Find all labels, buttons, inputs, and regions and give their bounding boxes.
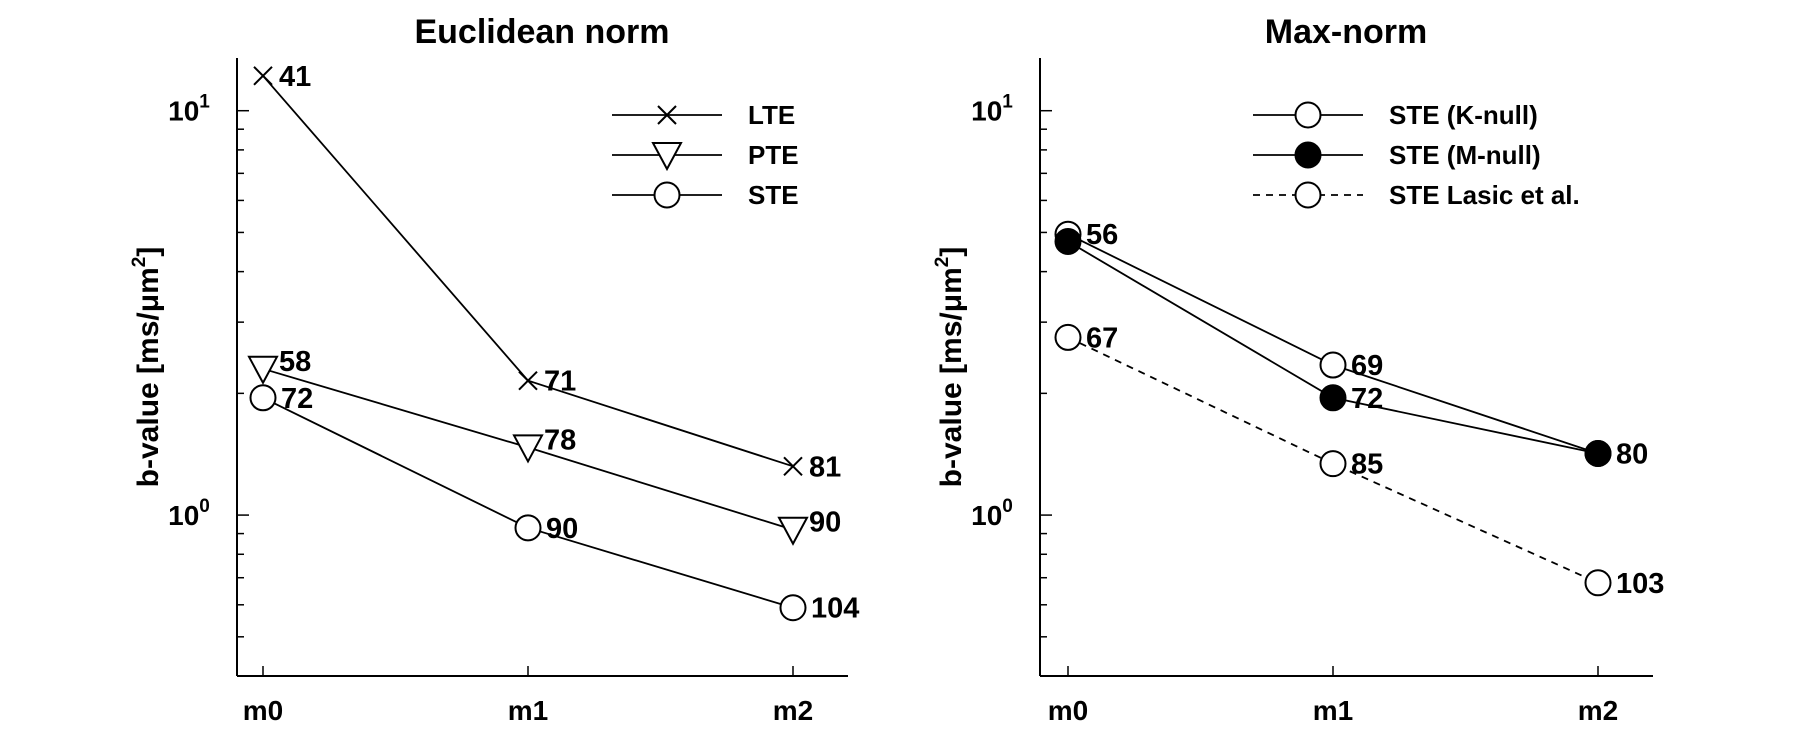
data-label: 67 xyxy=(1086,322,1118,354)
data-point-marker xyxy=(1584,569,1612,597)
data-label: 56 xyxy=(1086,219,1118,251)
legend-label: STE xyxy=(748,180,799,210)
y-tick-exp: 0 xyxy=(199,496,210,517)
data-label: 41 xyxy=(279,61,311,93)
series-lte: 41 71 81 xyxy=(253,61,841,483)
data-point-marker-b xyxy=(783,456,803,477)
y-axis-label-sup: 2 xyxy=(932,257,953,268)
data-label: 90 xyxy=(546,513,578,545)
x-tick-label: m0 xyxy=(243,695,283,726)
y-axis-label-main: b-value [ms/μm xyxy=(132,267,165,487)
y-tick-base: 10 xyxy=(168,96,199,127)
legend-marker xyxy=(1294,181,1322,209)
legend-label: LTE xyxy=(748,100,795,130)
legend: LTE PTE STE xyxy=(612,100,799,210)
series-line xyxy=(262,396,794,609)
y-tick-base: 10 xyxy=(971,96,1002,127)
data-point-marker xyxy=(1584,439,1612,467)
y-tick-label: 100 xyxy=(971,496,1013,531)
y-axis-label-sup: 2 xyxy=(129,257,150,268)
data-point-marker-b xyxy=(518,370,538,391)
series-ste-lasic-et-al-: 67 85 103 xyxy=(1054,322,1664,600)
data-label: 103 xyxy=(1616,568,1664,600)
legend-label: STE (K-null) xyxy=(1389,100,1538,130)
legend-marker xyxy=(1294,141,1322,169)
y-axis-label-tail: ] xyxy=(132,247,165,257)
series-pte: 58 78 90 xyxy=(247,346,841,546)
series-line xyxy=(1067,233,1599,455)
data-point-marker xyxy=(249,384,277,412)
chart-title: Max-norm xyxy=(1265,13,1427,51)
data-label: 90 xyxy=(809,507,841,539)
data-point-marker xyxy=(247,355,279,385)
y-axis-label-tail: ] xyxy=(935,247,968,257)
y-tick-base: 10 xyxy=(971,500,1002,531)
series-ste-k-null-: 56 69 80 xyxy=(1054,219,1648,470)
y-tick-label: 101 xyxy=(168,92,210,127)
data-point-marker xyxy=(1319,351,1347,379)
y-tick-label: 100 xyxy=(168,496,210,531)
x-tick-label: m2 xyxy=(773,695,813,726)
series-line xyxy=(262,75,794,468)
data-point-marker xyxy=(1319,384,1347,412)
y-tick-base: 10 xyxy=(168,500,199,531)
data-point-marker xyxy=(777,516,809,546)
data-label: 69 xyxy=(1351,350,1383,382)
legend-marker xyxy=(653,181,681,209)
y-axis-label: b-value [ms/μm2] xyxy=(932,247,968,488)
data-label: 72 xyxy=(281,383,313,415)
chart-title: Euclidean norm xyxy=(414,13,669,51)
x-tick-label: m2 xyxy=(1578,695,1618,726)
data-point-marker-b xyxy=(253,66,273,86)
y-tick-label: 101 xyxy=(971,92,1013,127)
y-axis-label-main: b-value [ms/μm xyxy=(935,267,968,487)
series-ste-m-null-: 72 xyxy=(1054,227,1612,467)
data-label: 72 xyxy=(1351,383,1383,415)
x-tick-label: m1 xyxy=(1313,695,1353,726)
data-point-marker xyxy=(514,514,542,542)
data-label: 80 xyxy=(1616,438,1648,470)
x-tick-label: m0 xyxy=(1048,695,1088,726)
data-point-marker xyxy=(512,434,544,464)
legend-marker xyxy=(651,142,683,172)
y-axis-label: b-value [ms/μm2] xyxy=(129,247,165,488)
data-label: 104 xyxy=(811,593,859,625)
legend-label: STE Lasic et al. xyxy=(1389,180,1580,210)
data-label: 71 xyxy=(544,366,576,398)
data-label: 58 xyxy=(279,346,311,378)
y-tick-exp: 0 xyxy=(1002,496,1013,517)
y-tick-exp: 1 xyxy=(199,92,210,113)
data-label: 81 xyxy=(809,451,841,483)
legend-label: STE (M-null) xyxy=(1389,140,1541,170)
data-point-marker xyxy=(1319,450,1347,478)
data-point-marker xyxy=(779,594,807,622)
y-tick-exp: 1 xyxy=(1002,92,1013,113)
series-line xyxy=(1067,336,1599,584)
legend: STE (K-null) STE (M-null) STE Lasic et al. xyxy=(1253,100,1580,210)
legend-label: PTE xyxy=(748,140,799,170)
series-ste: 72 90 104 xyxy=(249,383,859,625)
legend-marker-b xyxy=(657,105,677,125)
legend-marker xyxy=(1294,101,1322,129)
x-tick-label: m1 xyxy=(508,695,548,726)
data-point-marker xyxy=(1054,323,1082,351)
data-label: 85 xyxy=(1351,449,1383,481)
data-point-marker xyxy=(1054,227,1082,255)
data-label: 78 xyxy=(544,424,576,456)
